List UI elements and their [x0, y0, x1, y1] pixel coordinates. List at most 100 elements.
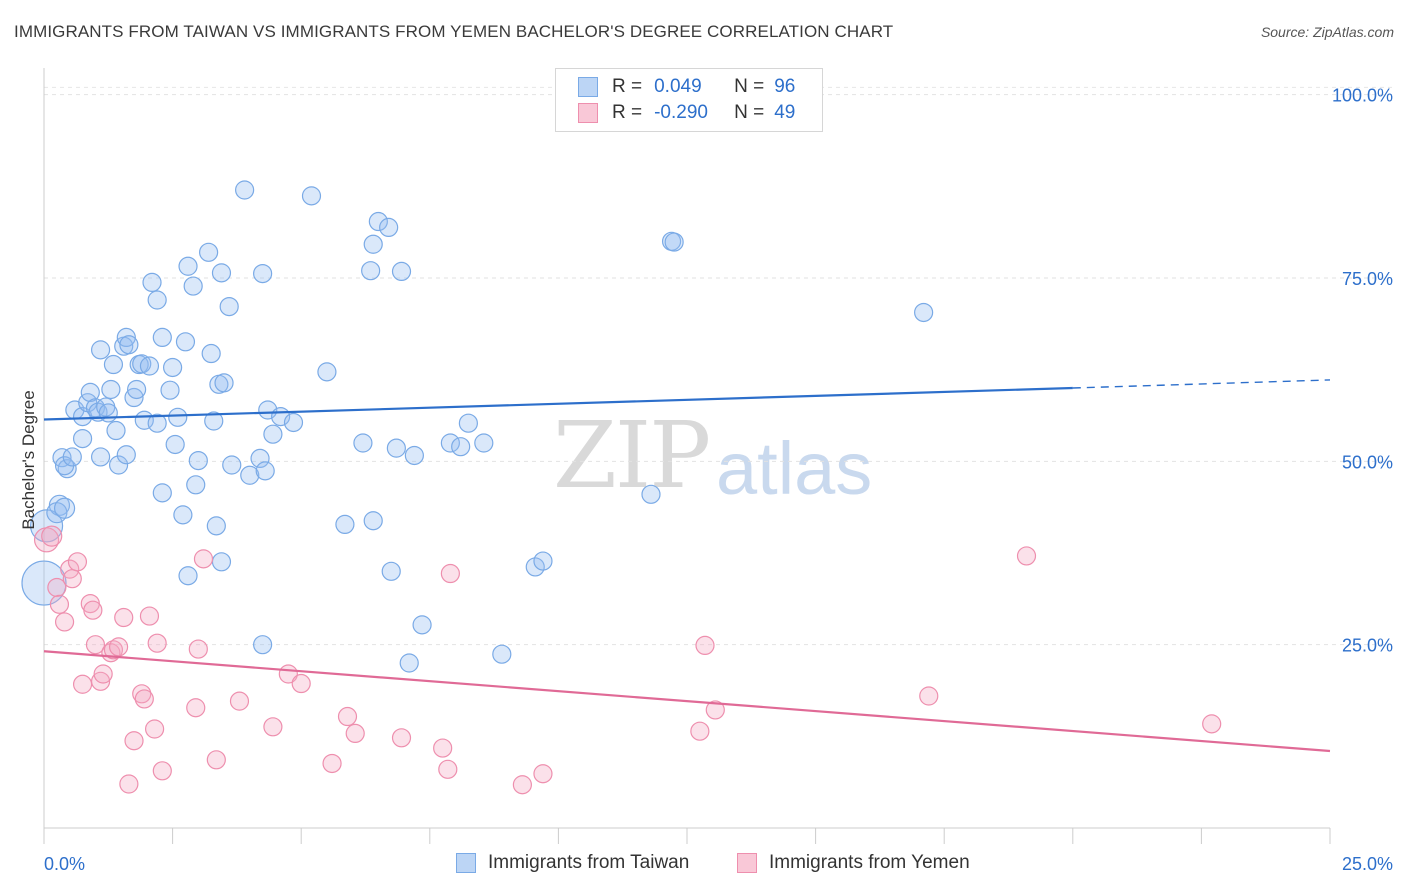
taiwan-point: [440, 433, 460, 453]
taiwan-point: [317, 362, 337, 382]
yemen-point: [391, 728, 412, 748]
taiwan-trend-extension: [1072, 379, 1331, 389]
yemen-point: [67, 552, 88, 572]
yemen-point: [291, 673, 311, 694]
taiwan-point: [103, 354, 124, 375]
yemen-point: [139, 606, 160, 626]
yemen-point: [54, 612, 75, 632]
taiwan-point: [57, 459, 77, 479]
legend-label-yemen: Immigrants from Yemen: [769, 852, 970, 873]
yemen-point: [49, 594, 70, 614]
taiwan-point: [199, 242, 219, 262]
taiwan-point: [62, 447, 82, 467]
taiwan-point: [90, 447, 111, 467]
taiwan-point: [147, 413, 167, 433]
taiwan-point: [53, 497, 76, 519]
yemen-point: [132, 684, 152, 704]
taiwan-point: [163, 357, 183, 378]
x-tick-label: 25.0%: [1342, 854, 1393, 874]
yemen-point: [690, 721, 710, 741]
r-value: -0.290: [654, 102, 708, 123]
axes: [43, 68, 1331, 844]
taiwan-point: [119, 335, 139, 355]
legend-row-taiwan: R = 0.049 N = 96: [578, 75, 795, 99]
yemen-point: [512, 775, 532, 795]
taiwan-point: [173, 505, 193, 525]
yemen-point: [124, 731, 144, 751]
taiwan-point: [80, 382, 100, 402]
yemen-point: [337, 706, 358, 727]
taiwan-point: [641, 484, 661, 504]
legend-label-taiwan: Immigrants from Taiwan: [488, 852, 690, 873]
yemen-point: [193, 549, 214, 569]
n-label: N =: [734, 102, 765, 123]
yemen-point: [72, 674, 93, 694]
y-axis-label: Bachelor's Degree: [19, 390, 38, 529]
taiwan-point: [116, 327, 136, 347]
taiwan-point: [914, 302, 934, 323]
taiwan-point: [108, 455, 129, 475]
legend-row-yemen: R = -0.290 N = 49: [578, 101, 795, 125]
grid-lines: [44, 86, 1393, 646]
trend-lines: [43, 379, 1331, 753]
n-value: 96: [774, 76, 796, 97]
yemen-point: [41, 525, 63, 547]
legend-item-yemen: Immigrants from Yemen: [737, 852, 970, 874]
watermark-atlas: atlas: [716, 427, 873, 510]
taiwan-point: [525, 557, 545, 577]
yemen-point: [919, 686, 939, 706]
taiwan-point: [101, 379, 121, 400]
taiwan-point: [255, 461, 275, 481]
taiwan-point: [240, 465, 260, 485]
yemen-point: [134, 689, 154, 709]
taiwan-point: [283, 412, 304, 433]
taiwan-point: [147, 290, 167, 310]
yemen-point: [433, 738, 453, 758]
taiwan-point: [98, 403, 118, 423]
taiwan-point: [175, 332, 196, 352]
taiwan-points: [21, 180, 934, 673]
yemen-point: [1202, 714, 1222, 734]
taiwan-point: [72, 429, 93, 449]
yemen-point: [186, 698, 206, 718]
taiwan-point: [458, 413, 478, 433]
taiwan-point: [253, 264, 273, 284]
taiwan-point: [263, 424, 283, 444]
yemen-trend-line: [43, 650, 1331, 753]
source-credit: Source: ZipAtlas.com: [1260, 24, 1394, 40]
taiwan-point: [404, 445, 424, 466]
yemen-point: [188, 639, 208, 659]
taiwan-point: [222, 455, 242, 475]
axis-labels: 100.0% 75.0% 50.0% 25.0% 0.0% 25.0% Bachelor's…: [19, 86, 1393, 874]
yemen-point: [93, 664, 113, 684]
yemen-swatch: [578, 103, 598, 123]
taiwan-point: [168, 407, 188, 427]
taiwan-point: [214, 373, 234, 393]
yemen-point: [533, 764, 553, 784]
taiwan-point: [381, 561, 401, 581]
taiwan-point: [152, 327, 172, 347]
taiwan-point: [664, 232, 684, 252]
taiwan-point: [474, 433, 494, 453]
watermark-zip: ZIP: [553, 402, 711, 509]
taiwan-point: [211, 263, 232, 283]
series-legend: Immigrants from Taiwan Immigrants from Y…: [0, 852, 1406, 878]
taiwan-point: [386, 438, 406, 458]
yemen-point: [440, 563, 460, 584]
y-tick-label: 100.0%: [1332, 86, 1393, 106]
yemen-point: [206, 750, 226, 770]
n-label: N =: [734, 76, 765, 97]
chart-title: IMMIGRANTS FROM TAIWAN VS IMMIGRANTS FRO…: [14, 22, 894, 41]
taiwan-point: [90, 340, 111, 360]
yemen-point: [62, 569, 82, 589]
taiwan-point: [361, 261, 381, 281]
taiwan-point: [201, 343, 221, 364]
taiwan-point: [301, 186, 322, 206]
taiwan-point: [188, 451, 208, 471]
taiwan-point: [335, 514, 355, 535]
taiwan-point: [21, 560, 67, 606]
taiwan-point: [178, 566, 198, 586]
yemen-point: [103, 640, 124, 660]
taiwan-point: [399, 653, 419, 673]
taiwan-point: [533, 551, 553, 571]
